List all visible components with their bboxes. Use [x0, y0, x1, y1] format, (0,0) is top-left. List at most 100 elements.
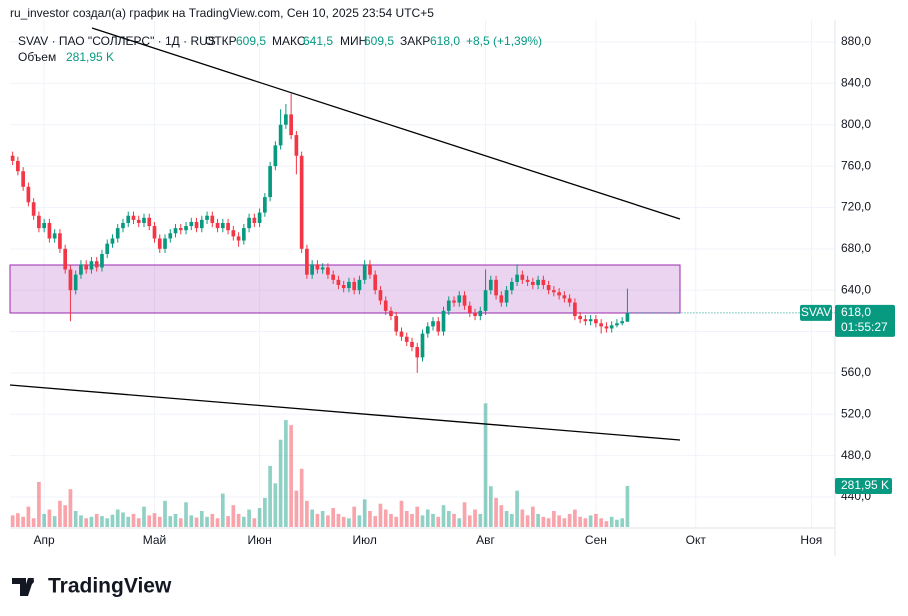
legend-change: +8,5 (+1,39%) [466, 34, 542, 48]
candle-body [157, 238, 162, 249]
candle-body [210, 215, 215, 223]
volume-bar [31, 518, 36, 527]
candle-body [163, 238, 167, 249]
volume-bar [163, 500, 167, 527]
candle-body [278, 124, 283, 146]
volume-bar [494, 497, 498, 527]
volume-bar [305, 500, 309, 527]
y-tick-label: 640,0 [841, 282, 871, 296]
legend-volume: 281,95 K [66, 50, 114, 64]
candle-body [257, 212, 262, 223]
volume-badge-bg [835, 477, 892, 494]
volume-bar [58, 500, 62, 527]
y-tick-label: 760,0 [841, 158, 871, 172]
volume-bar [210, 513, 215, 527]
volume-bar [557, 515, 561, 527]
candle-body [536, 279, 540, 286]
candle-body [494, 279, 498, 296]
candle-body [457, 295, 462, 303]
candle-body [152, 226, 157, 239]
volume-bar [546, 518, 551, 527]
candle-body [52, 233, 57, 239]
volume-bar [173, 513, 178, 527]
candle-body [520, 274, 525, 280]
volume-badge: 281,95 K [841, 478, 889, 492]
volume-bar [425, 509, 430, 527]
candle-body [604, 326, 609, 329]
volume-bar [105, 518, 110, 527]
candle-body [404, 336, 409, 342]
volume-bar [73, 510, 78, 527]
volume-bar [220, 493, 225, 527]
candle-body [315, 264, 320, 270]
candle-body [58, 233, 62, 249]
volume-bar [268, 465, 272, 527]
candle-body [420, 333, 425, 358]
volume-bar [42, 513, 46, 527]
candle-body [347, 281, 351, 289]
candle-body [362, 264, 367, 280]
volume-bar [378, 503, 383, 527]
volume-bar [189, 515, 194, 527]
candle-body [294, 135, 299, 156]
candle-body [499, 295, 504, 303]
candle-body [310, 264, 314, 275]
volume-bar [583, 518, 588, 527]
volume-bar [525, 515, 530, 527]
candle-body [552, 290, 556, 293]
x-tick-label: Июл [353, 533, 377, 547]
trend-line [9, 384, 681, 441]
volume-bar [10, 515, 15, 527]
volume-bar [620, 518, 625, 527]
candle-body [368, 264, 372, 275]
volume-bar [241, 516, 246, 527]
candle-body [488, 279, 493, 291]
volume-bar [436, 516, 441, 527]
volume-bar [136, 518, 141, 527]
volume-bar [420, 515, 425, 527]
legend-low: 609,5 [364, 34, 394, 48]
volume-bar [157, 516, 162, 527]
candle-body [173, 228, 178, 234]
candle-body [389, 310, 393, 317]
volume-bar [625, 485, 630, 527]
candle-body [100, 253, 104, 268]
volume-bar [594, 513, 598, 527]
candle-body [178, 228, 183, 231]
candle-body [37, 215, 41, 229]
volume-bar [478, 513, 483, 527]
volume-bar [389, 513, 393, 527]
volume-bar [352, 506, 357, 527]
candle-body [284, 114, 288, 125]
volume-bar [184, 502, 188, 527]
volume-bar [357, 515, 362, 527]
candle-body [131, 215, 136, 220]
candle-body [415, 347, 420, 358]
candle-body [326, 267, 330, 275]
candle-body [220, 222, 225, 229]
candle-body [305, 248, 309, 275]
volume-bar [573, 509, 577, 527]
volume-bar [457, 518, 462, 527]
volume-bar [604, 521, 609, 527]
volume-bar [63, 505, 68, 527]
candle-body [194, 221, 199, 229]
candle-body [42, 222, 46, 229]
volume-bar [147, 515, 152, 527]
candle-body [588, 319, 593, 322]
volume-bar [452, 513, 456, 527]
volume-bar [588, 515, 593, 527]
volume-bar [263, 497, 267, 527]
candle-body [73, 274, 78, 291]
candle-body [467, 305, 472, 313]
trend-line [91, 27, 681, 220]
volume-bar [410, 513, 414, 527]
y-tick-label: 560,0 [841, 365, 871, 379]
volume-bar [515, 490, 519, 527]
volume-bar [110, 514, 115, 527]
candle-body [609, 325, 614, 329]
y-tick-label: 840,0 [841, 76, 871, 90]
volume-bar [404, 510, 409, 527]
volume-bar [467, 515, 472, 527]
